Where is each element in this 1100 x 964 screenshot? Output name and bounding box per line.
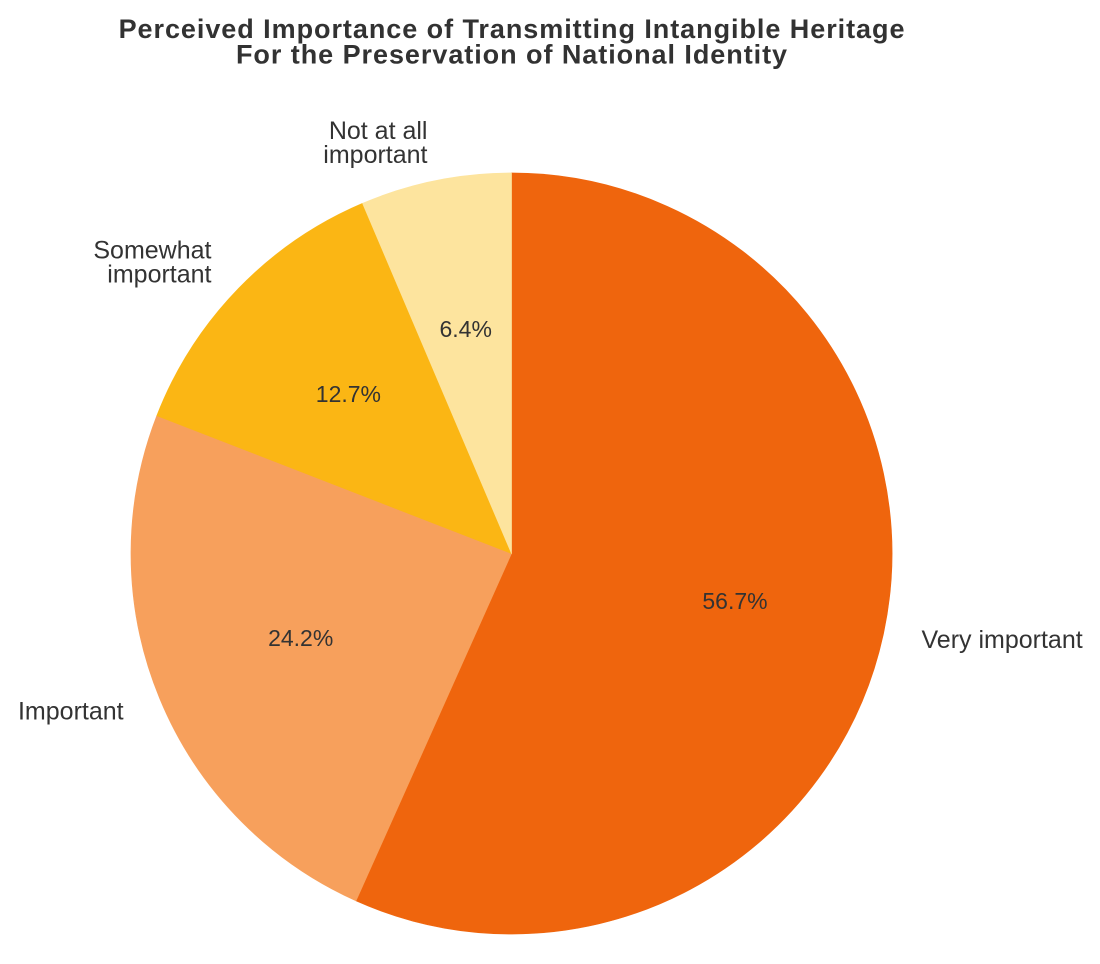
svg-text:Somewhat: Somewhat [93, 236, 211, 264]
svg-text:Perceived Importance of Transm: Perceived Importance of Transmitting Int… [119, 14, 906, 44]
svg-text:6.4%: 6.4% [439, 316, 491, 342]
svg-text:For the Preservation of Nation: For the Preservation of National Identit… [236, 39, 788, 69]
svg-text:important: important [107, 261, 211, 289]
svg-text:Important: Important [18, 698, 124, 726]
svg-text:24.2%: 24.2% [268, 625, 333, 651]
svg-text:12.7%: 12.7% [316, 381, 381, 407]
svg-text:56.7%: 56.7% [702, 588, 767, 614]
svg-text:Not at all: Not at all [329, 117, 428, 145]
svg-text:Very important: Very important [922, 626, 1083, 654]
svg-text:important: important [323, 141, 427, 169]
